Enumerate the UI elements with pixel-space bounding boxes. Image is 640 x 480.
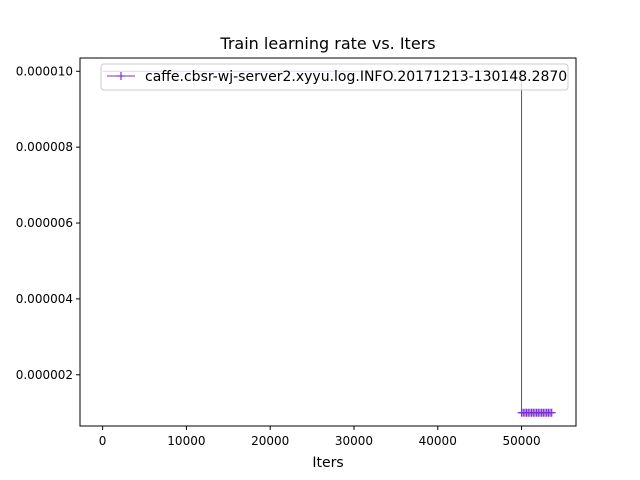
series-line: [102, 70, 552, 414]
chart-title: Train learning rate vs. Iters: [219, 34, 435, 53]
legend: caffe.cbsr-wj-server2.xyyu.log.INFO.2017…: [100, 63, 569, 91]
x-tick-label: 50000: [502, 434, 540, 448]
legend-box: [100, 63, 569, 91]
data-point: [547, 408, 556, 417]
y-tick-label: 0.000002: [16, 368, 73, 382]
plot-area: [102, 70, 556, 417]
x-axis-label: Iters: [312, 455, 343, 471]
legend-entry-label: caffe.cbsr-wj-server2.xyyu.log.INFO.2017…: [145, 69, 567, 85]
y-tick-label: 0.000004: [16, 292, 73, 306]
x-tick-label: 10000: [167, 434, 205, 448]
y-tick-label: 0.000010: [16, 64, 73, 78]
plot-frame: [79, 57, 577, 427]
y-tick-label: 0.000008: [16, 140, 73, 154]
x-tick-label: 0: [99, 434, 107, 448]
x-tick-label: 40000: [419, 434, 457, 448]
y-tick-label: 0.000006: [16, 216, 73, 230]
axes: 0 10000 20000 30000 40000 50000 0.000002 0.0000…: [16, 57, 577, 448]
x-tick-label: 30000: [335, 434, 373, 448]
x-tick-label: 20000: [251, 434, 289, 448]
